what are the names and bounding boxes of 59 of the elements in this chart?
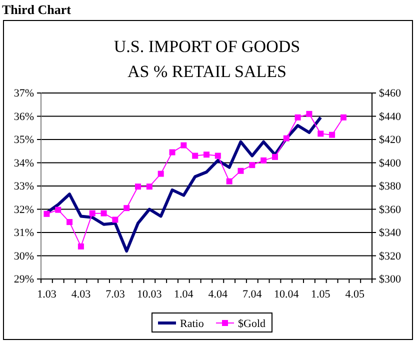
point <box>180 142 187 148</box>
point <box>340 114 346 120</box>
point <box>283 135 290 142</box>
legend-label: Ratio <box>180 318 204 330</box>
y-tick-label: 35% <box>14 134 34 146</box>
point <box>100 210 107 216</box>
y-tick-label: 36% <box>14 110 34 123</box>
point <box>226 178 232 184</box>
chart-title: U.S. IMPORT OF GOODS AS % RETAIL SALES <box>114 37 300 81</box>
point <box>318 130 324 137</box>
y-tick-label: 34% <box>14 157 34 170</box>
point <box>135 184 142 190</box>
point <box>124 205 130 212</box>
y-tick-label: 37% <box>14 88 34 100</box>
point <box>66 219 73 226</box>
point <box>238 168 244 174</box>
x-tick-label: 10.04 <box>274 288 300 300</box>
point <box>78 243 84 250</box>
point <box>249 162 256 168</box>
point <box>112 216 118 223</box>
y-tick-label: 31% <box>14 227 34 240</box>
point <box>146 184 152 190</box>
y2-tick-label: $360 <box>379 204 402 216</box>
point <box>192 152 198 159</box>
y2-tick-label: $460 <box>379 88 402 100</box>
point <box>44 210 50 217</box>
point <box>204 152 210 158</box>
text: Third Chart <box>2 2 72 17</box>
point <box>272 154 278 160</box>
y2-tick-label: $400 <box>379 157 402 170</box>
x-tick-label: 4.04 <box>208 288 228 300</box>
y-tick-label: 30% <box>14 250 34 262</box>
x-tick-label: 4.05 <box>345 288 366 300</box>
point <box>260 157 267 164</box>
x-tick-label: 10.03 <box>137 288 162 300</box>
y-tick-label: 33% <box>14 180 34 193</box>
y2-tick-label: $380 <box>379 180 402 193</box>
y-tick-label: 29% <box>14 274 34 286</box>
y2-tick-label: $300 <box>379 274 402 286</box>
y2-tick-label: $340 <box>379 227 402 240</box>
point <box>158 170 164 177</box>
point <box>55 206 62 213</box>
x-tick-label: 1.04 <box>174 288 194 300</box>
x-tick-label: 4.03 <box>71 288 92 300</box>
point <box>214 152 221 159</box>
point <box>329 132 336 138</box>
y-tick-label: 32% <box>14 204 34 216</box>
point <box>294 114 301 120</box>
x-tick-label: 7.04 <box>242 288 262 300</box>
point <box>169 149 176 156</box>
y2-tick-label: $440 <box>379 110 402 123</box>
point <box>89 210 96 216</box>
x-tick-label: 1.03 <box>37 288 57 300</box>
legend-label: $Gold <box>238 318 266 330</box>
y2-tick-label: $320 <box>379 250 402 262</box>
y2-tick-label: $420 <box>379 134 402 146</box>
x-tick-label: 7.03 <box>106 288 126 300</box>
x-tick-label: 1.05 <box>311 288 331 300</box>
point <box>306 110 312 117</box>
